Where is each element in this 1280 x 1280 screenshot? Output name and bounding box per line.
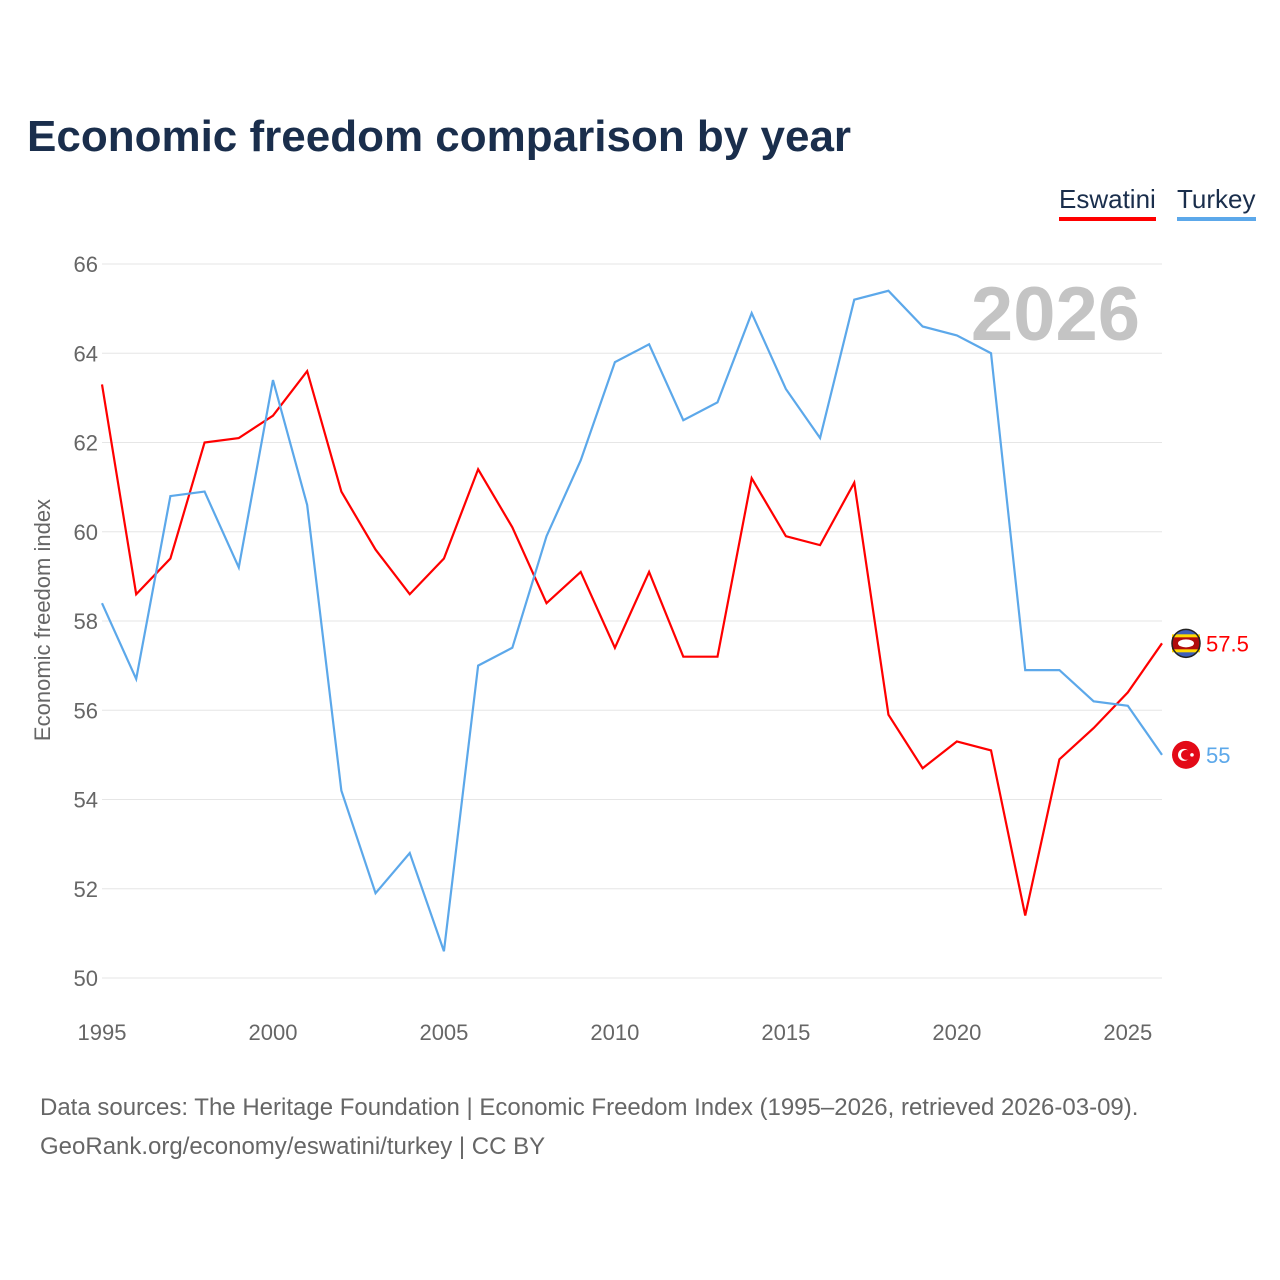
data-point[interactable] [373, 890, 379, 896]
data-point[interactable] [851, 297, 857, 303]
x-tick-label: 2020 [932, 1020, 981, 1045]
data-point[interactable] [475, 663, 481, 669]
data-point[interactable] [1091, 698, 1097, 704]
data-point[interactable] [133, 676, 139, 682]
data-point[interactable] [851, 480, 857, 486]
data-point[interactable] [544, 533, 550, 539]
data-point[interactable] [270, 413, 276, 419]
x-tick-label: 2010 [590, 1020, 639, 1045]
x-tick-label: 2000 [248, 1020, 297, 1045]
data-point[interactable] [544, 600, 550, 606]
data-point[interactable] [236, 435, 242, 441]
end-label-eswatini: 57.5 [1206, 631, 1249, 656]
data-point[interactable] [1125, 689, 1131, 695]
data-point[interactable] [475, 466, 481, 472]
data-point[interactable] [407, 591, 413, 597]
data-point[interactable] [1022, 667, 1028, 673]
data-point[interactable] [646, 341, 652, 347]
data-point[interactable] [338, 788, 344, 794]
y-tick-label: 50 [74, 966, 98, 991]
data-point[interactable] [304, 502, 310, 508]
data-point[interactable] [407, 850, 413, 856]
data-point[interactable] [441, 948, 447, 954]
data-point[interactable] [167, 493, 173, 499]
y-tick-label: 64 [74, 341, 98, 366]
y-tick-label: 62 [74, 431, 98, 456]
footer-sources: Data sources: The Heritage Foundation | … [40, 1094, 1139, 1121]
data-point[interactable] [441, 556, 447, 562]
y-tick-label: 58 [74, 609, 98, 634]
data-point[interactable] [236, 564, 242, 570]
footer: Data sources: The Heritage Foundation | … [40, 1088, 1138, 1166]
footer-link[interactable]: GeoRank.org/economy/eswatini/turkey | CC… [40, 1133, 546, 1160]
data-point[interactable] [680, 654, 686, 660]
data-point[interactable] [954, 332, 960, 338]
data-point[interactable] [99, 600, 105, 606]
data-point[interactable] [167, 556, 173, 562]
data-point[interactable] [270, 377, 276, 383]
y-tick-label: 56 [74, 698, 98, 723]
eswatini-flag-icon [1171, 628, 1201, 659]
data-point[interactable] [988, 747, 994, 753]
y-tick-label: 66 [74, 252, 98, 277]
end-label-turkey: 55 [1206, 743, 1230, 768]
data-point[interactable] [749, 310, 755, 316]
data-point[interactable] [920, 323, 926, 329]
data-point[interactable] [1125, 703, 1131, 709]
data-point[interactable] [612, 359, 618, 365]
series-line-turkey [100, 289, 1163, 952]
y-axis-label: Economic freedom index [30, 499, 55, 741]
data-point[interactable] [680, 417, 686, 423]
data-point[interactable] [338, 489, 344, 495]
data-point[interactable] [509, 645, 515, 651]
x-tick-label: 1995 [78, 1020, 127, 1045]
data-point[interactable] [714, 654, 720, 660]
data-point[interactable] [783, 533, 789, 539]
data-point[interactable] [133, 591, 139, 597]
data-point[interactable] [885, 712, 891, 718]
chart-title: Economic freedom comparison by year [27, 112, 852, 161]
data-point[interactable] [988, 350, 994, 356]
turkey-flag-icon [1172, 740, 1200, 769]
series-line-eswatini [100, 368, 1163, 916]
data-point[interactable] [646, 569, 652, 575]
data-point[interactable] [1159, 640, 1165, 646]
data-point[interactable] [783, 386, 789, 392]
data-point[interactable] [885, 288, 891, 294]
data-point[interactable] [1056, 756, 1062, 762]
data-point[interactable] [954, 738, 960, 744]
data-point[interactable] [1056, 667, 1062, 673]
data-point[interactable] [714, 399, 720, 405]
data-point[interactable] [509, 524, 515, 530]
y-tick-label: 52 [74, 877, 98, 902]
x-tick-label: 2005 [419, 1020, 468, 1045]
data-point[interactable] [749, 475, 755, 481]
y-tick-label: 54 [74, 788, 98, 813]
data-point[interactable] [202, 489, 208, 495]
y-tick-label: 60 [74, 520, 98, 545]
year-watermark: 2026 [971, 272, 1140, 357]
data-point[interactable] [1159, 752, 1165, 758]
data-point[interactable] [304, 368, 310, 374]
data-point[interactable] [1091, 725, 1097, 731]
data-point[interactable] [578, 569, 584, 575]
data-point[interactable] [578, 457, 584, 463]
data-point[interactable] [99, 381, 105, 387]
data-point[interactable] [1022, 913, 1028, 919]
data-point[interactable] [920, 765, 926, 771]
data-point[interactable] [817, 435, 823, 441]
legend-turkey[interactable]: Turkey [1177, 184, 1256, 221]
data-point[interactable] [612, 645, 618, 651]
legend-eswatini[interactable]: Eswatini [1059, 184, 1156, 221]
x-tick-label: 2015 [761, 1020, 810, 1045]
data-point[interactable] [817, 542, 823, 548]
x-tick-label: 2025 [1103, 1020, 1152, 1045]
data-point[interactable] [202, 440, 208, 446]
data-point[interactable] [373, 547, 379, 553]
